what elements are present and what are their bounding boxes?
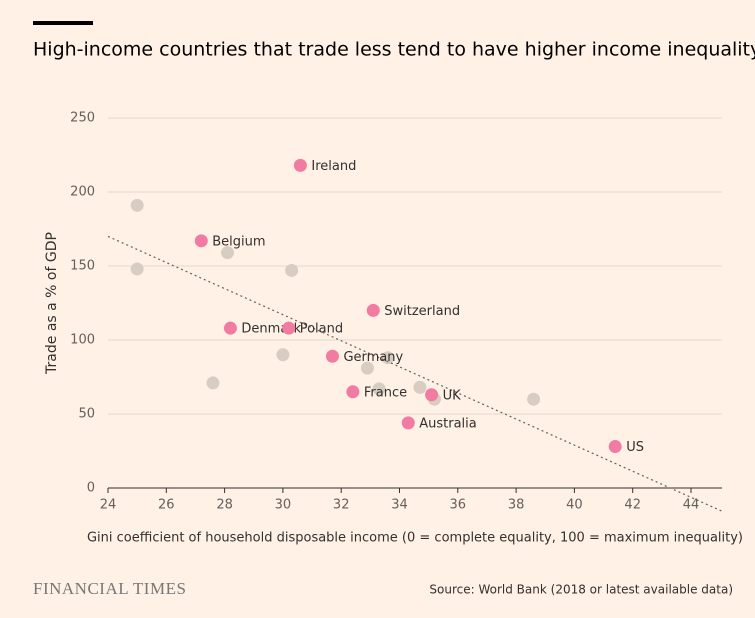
point-label: Australia [419,416,477,431]
brand: FINANCIAL TIMES [33,579,186,598]
highlighted-point [346,385,360,399]
point [206,376,220,390]
point [360,361,374,375]
highlighted-point [194,234,208,248]
highlighted-point [608,440,622,454]
point [221,246,235,260]
x-tick-label: 32 [333,498,350,513]
highlighted-point [425,388,439,402]
point-label: Poland [300,322,343,337]
highlighted-point [282,321,296,335]
source: Source: World Bank (2018 or latest avail… [429,583,733,597]
highlighted-point [325,349,339,363]
highlighted-point [223,321,237,335]
highlighted-point [401,416,415,430]
x-tick-label: 34 [391,498,408,513]
y-tick-label: 250 [70,111,95,126]
y-tick-label: 150 [70,259,95,274]
point-label: US [626,440,644,455]
x-tick-label: 28 [216,498,233,513]
x-tick-label: 44 [683,498,700,513]
y-tick-label: 100 [70,333,95,348]
y-axis-label: Trade as a % of GDP [44,232,60,375]
point [285,263,299,277]
highlighted-point [293,158,307,172]
x-axis-label: Gini coefficient of household disposable… [87,531,743,546]
point-label: Germany [343,350,403,365]
x-tick-label: 38 [508,498,525,513]
x-tick-label: 36 [450,498,467,513]
point-label: France [364,385,407,400]
point [381,351,395,365]
highlighted-point [366,303,380,317]
point [130,198,144,212]
point [276,348,290,362]
point [413,380,427,394]
x-tick-label: 26 [158,498,175,513]
x-tick-label: 30 [275,498,292,513]
x-tick-label: 24 [100,498,117,513]
point [527,392,541,406]
y-tick-label: 0 [87,481,95,496]
point [372,382,386,396]
point [130,262,144,276]
x-tick-label: 42 [624,498,641,513]
point-label: Switzerland [384,304,460,319]
trend-line [107,235,724,513]
y-tick-label: 50 [78,407,95,422]
point-label: Belgium [212,234,265,249]
chart-title: High-income countries that trade less te… [33,39,755,61]
x-tick-label: 40 [566,498,583,513]
y-tick-label: 200 [70,185,95,200]
title-bar [33,21,93,25]
point-label: Ireland [311,159,356,174]
point-label: UK [443,388,462,403]
